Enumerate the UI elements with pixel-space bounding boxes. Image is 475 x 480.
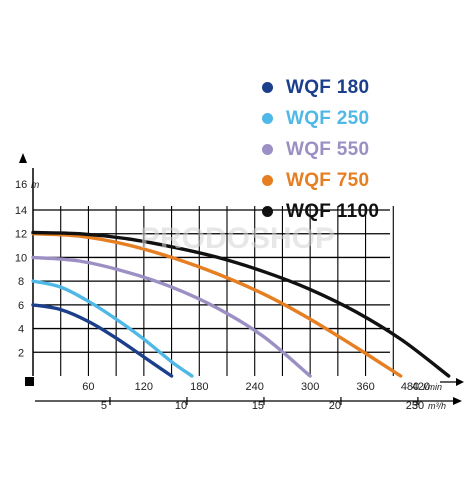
legend-item-wqf-180: WQF 180 (262, 72, 462, 103)
x-tick-label: 60 (82, 381, 94, 393)
legend-item-wqf-1100: WQF 1100 (262, 196, 462, 227)
x-tick-label: 240 (246, 381, 264, 393)
x-axis-arrow (456, 378, 464, 386)
x-tick-label: 300 (301, 381, 319, 393)
curve-wqf-550 (31, 255, 312, 378)
x-tick-label: 420 (412, 381, 430, 393)
legend-label: WQF 1100 (286, 200, 380, 222)
legend-marker (262, 175, 273, 186)
x-tick-label: 360 (356, 381, 374, 393)
origin-marker (25, 377, 34, 386)
legend-item-wqf-550: WQF 550 (262, 134, 462, 165)
x2-tick-label: 25 (406, 400, 418, 412)
y-tick-label: 8 (18, 276, 24, 288)
legend-label: WQF 550 (286, 138, 370, 160)
y-tick-label: 14 (15, 205, 27, 217)
legend-label: WQF 250 (286, 107, 370, 129)
legend-item-wqf-250: WQF 250 (262, 103, 462, 134)
x2-tick-label: 15 (252, 400, 264, 412)
x2-axis-unit: m³/h (428, 401, 446, 411)
y-axis-max-label: 16 (15, 179, 27, 191)
legend-marker (262, 82, 273, 93)
y-tick-label: 4 (18, 324, 24, 336)
legend-marker (262, 144, 273, 155)
y-axis-unit: m (31, 180, 39, 191)
curve-wqf-750 (31, 232, 403, 378)
legend-marker (262, 206, 273, 217)
curve-wqf-250 (31, 279, 194, 378)
y-axis-arrow (19, 153, 27, 163)
y-tick-label: 10 (15, 252, 27, 264)
x-tick-label: 120 (135, 381, 153, 393)
x2-axis-arrow (453, 397, 462, 405)
y-tick-label: 12 (15, 229, 27, 241)
x2-tick-label: 10 (175, 400, 187, 412)
legend-marker (262, 113, 273, 124)
y-tick-label: 2 (18, 347, 24, 359)
x-axis-unit: l/min (423, 382, 442, 392)
legend-item-wqf-750: WQF 750 (262, 165, 462, 196)
curve-wqf-180 (31, 303, 174, 378)
x2-tick-label: 5 (101, 400, 107, 412)
x2-tick-label: 20 (329, 400, 341, 412)
x-tick-label: 180 (190, 381, 208, 393)
x2-tick-label: 30 (412, 400, 424, 412)
watermark-text: PRODOSHOP (140, 222, 336, 255)
curve-wqf-1100 (31, 230, 451, 378)
legend-label: WQF 750 (286, 169, 370, 191)
legend-label: WQF 180 (286, 76, 370, 98)
x-tick-label: 480 (401, 381, 419, 393)
y-tick-label: 6 (18, 300, 24, 312)
chart-legend: WQF 180 WQF 250 WQF 550 WQF 750 WQF 1100 (262, 72, 462, 227)
